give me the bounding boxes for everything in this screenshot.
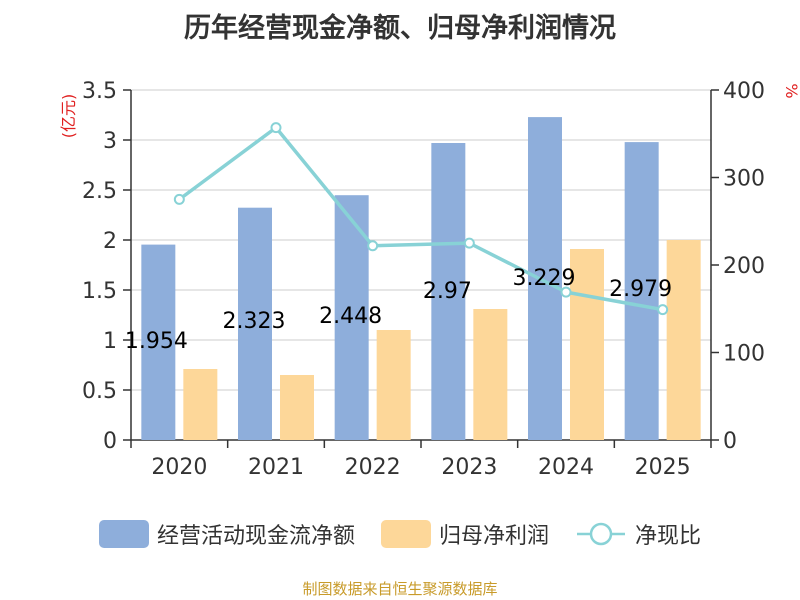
- chart-title: 历年经营现金净额、归母净利润情况: [184, 13, 616, 44]
- left-tick-label: 0.5: [82, 379, 117, 404]
- data-label-cashflow: 1.954: [125, 329, 188, 354]
- bar-cashflow: [431, 143, 466, 440]
- ratio-line: [178, 125, 663, 312]
- ratio-point: [367, 240, 379, 252]
- data-label-cashflow: 2.448: [319, 304, 382, 329]
- right-tick-label: 100: [723, 342, 765, 367]
- legend-label-cashflow: 经营活动现金流净额: [156, 524, 355, 549]
- data-label-cashflow: 3.229: [513, 266, 576, 291]
- ratio-point: [560, 286, 572, 298]
- left-tick-label: 2.5: [82, 179, 117, 204]
- source-note: 制图数据来自恒生聚源数据库: [302, 580, 498, 598]
- legend-label-net-profit: 归母净利润: [438, 524, 549, 549]
- right-tick-label: 200: [723, 254, 765, 279]
- left-tick-label: 1: [103, 329, 117, 354]
- bar-cashflow: [238, 207, 272, 440]
- bar-net-profit: [280, 375, 314, 440]
- bar-net-profit: [666, 240, 701, 440]
- right-tick-label: 300: [723, 167, 765, 192]
- x-tick-label: 2022: [345, 455, 401, 480]
- right-axis-label: %: [782, 83, 800, 98]
- legend-line-circle-icon: [577, 522, 625, 546]
- ratio-point: [463, 237, 475, 249]
- ratio-point: [657, 304, 669, 316]
- left-tick-label: 1.5: [82, 279, 117, 304]
- x-tick-label: 2020: [151, 455, 207, 480]
- bar-net-profit: [183, 369, 218, 440]
- x-tick-label: 2024: [538, 455, 594, 480]
- legend: 经营活动现金流净额 归母净利润 净现比: [0, 518, 800, 550]
- bar-net-profit: [376, 330, 411, 440]
- left-tick-label: 2: [103, 229, 117, 254]
- legend-item-ratio[interactable]: 净现比: [575, 518, 701, 550]
- ratio-point: [173, 193, 185, 205]
- left-tick-label: 3: [103, 129, 117, 154]
- data-label-cashflow: 2.323: [223, 309, 286, 334]
- legend-item-cashflow[interactable]: 经营活动现金流净额: [98, 518, 355, 550]
- bar-cashflow: [528, 117, 562, 440]
- x-tick-label: 2025: [635, 455, 691, 480]
- left-tick-label: 3.5: [82, 79, 117, 104]
- bar-net-profit: [570, 249, 604, 440]
- legend-item-net-profit[interactable]: 归母净利润: [380, 518, 549, 550]
- bar-cashflow: [141, 244, 176, 440]
- bar-net-profit: [473, 309, 508, 440]
- data-label-cashflow: 2.979: [609, 277, 672, 302]
- right-tick-label: 0: [723, 429, 737, 454]
- left-axis-label: (亿元): [59, 94, 78, 139]
- legend-swatch-cashflow: [98, 520, 149, 548]
- ratio-point: [270, 122, 282, 134]
- x-tick-label: 2023: [441, 455, 497, 480]
- x-tick-label: 2021: [248, 455, 304, 480]
- legend-swatch-net-profit: [380, 520, 431, 548]
- legend-label-ratio: 净现比: [635, 524, 702, 549]
- right-tick-label: 400: [723, 79, 765, 104]
- bar-cashflow: [624, 142, 659, 440]
- data-label-cashflow: 2.97: [423, 279, 472, 304]
- left-tick-label: 0: [103, 429, 117, 454]
